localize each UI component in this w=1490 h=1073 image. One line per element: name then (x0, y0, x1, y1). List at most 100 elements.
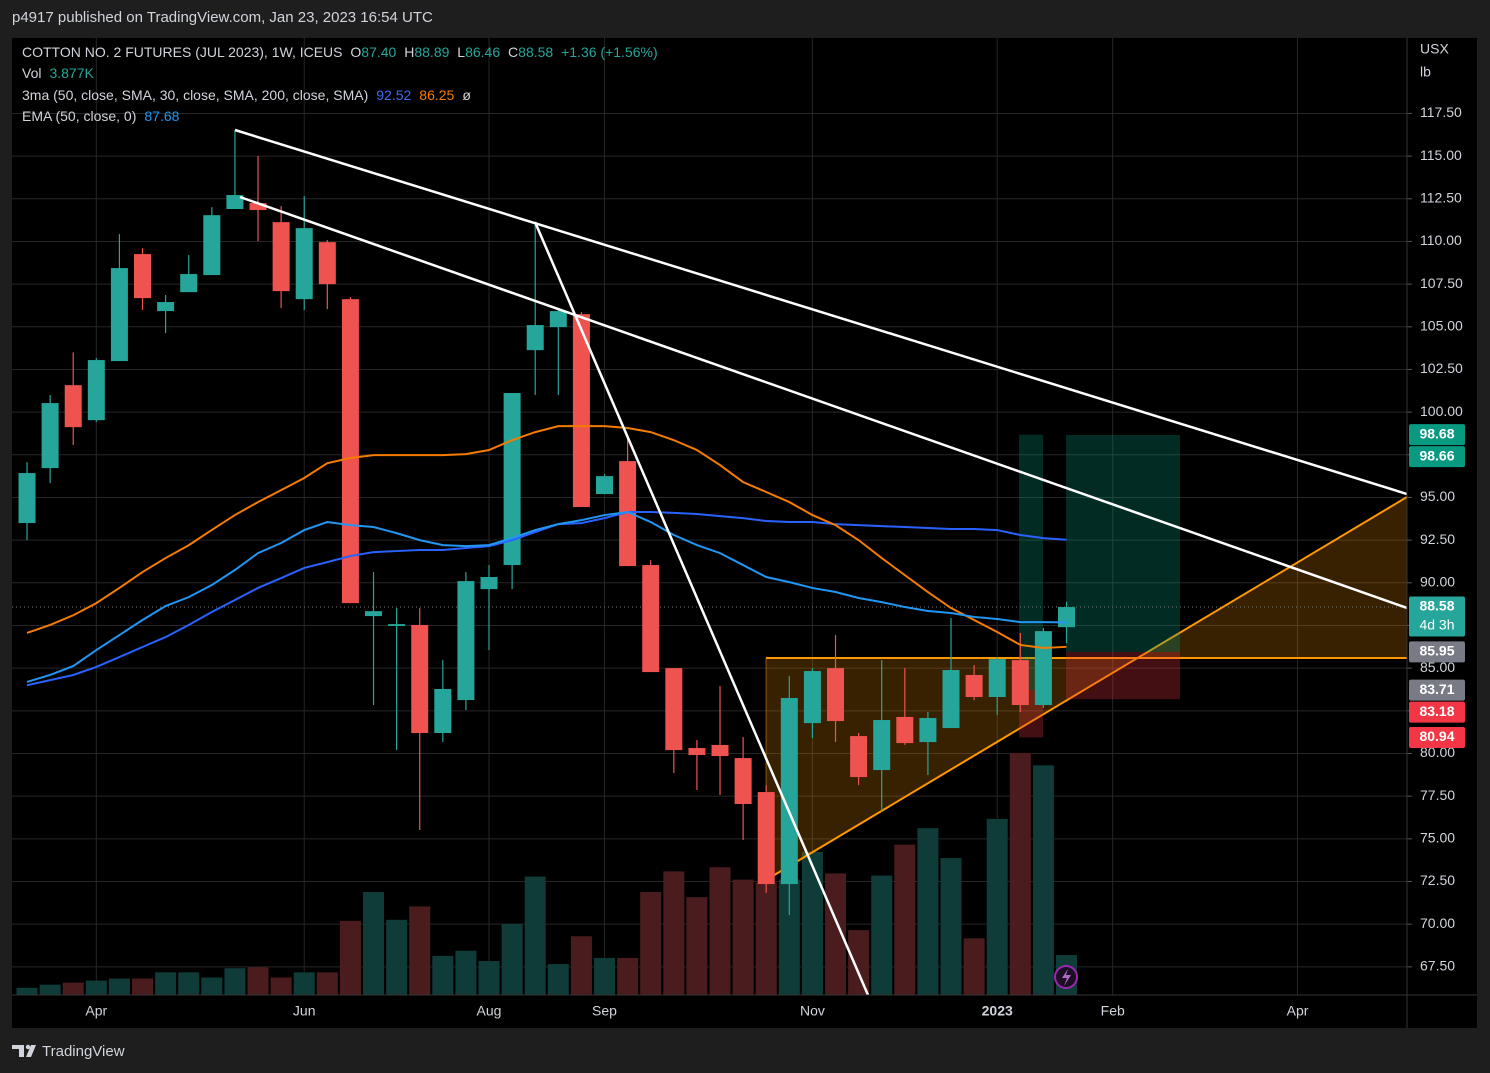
price-badge (1409, 596, 1465, 637)
volume-bar (778, 879, 800, 995)
candle-body (203, 215, 221, 276)
candle-body (503, 393, 521, 566)
y-tick-label: 117.50 (1420, 104, 1462, 120)
footer-logo (12, 1044, 36, 1057)
volume-bar (363, 892, 385, 995)
volume-bar (478, 961, 500, 995)
candle-body (180, 274, 198, 293)
candle-body (388, 624, 406, 626)
candle-body (873, 720, 891, 771)
ema-label: EMA (50, close, 0) (22, 108, 136, 124)
x-tick-label: Aug (477, 1003, 502, 1019)
price-badge (1409, 641, 1465, 663)
volume-bar (455, 950, 477, 995)
price-badge-label: 83.18 (1419, 703, 1454, 719)
volume-bar (570, 936, 592, 995)
axes: 67.5070.0072.5075.0077.5080.0082.5085.00… (85, 104, 1465, 1019)
y-tick-label: 72.50 (1420, 872, 1455, 888)
symbol: COTTON NO. 2 FUTURES (JUL 2023), 1W, ICE… (22, 44, 343, 60)
candle-body (642, 565, 660, 673)
x-tick-label: Feb (1101, 1003, 1125, 1019)
candle-body (850, 736, 868, 778)
candle-body (64, 385, 82, 428)
ma-value: 86.25 (419, 87, 454, 103)
candle-body (596, 476, 614, 495)
trendlines (234, 128, 1407, 995)
volume-bar (224, 968, 246, 995)
drawings (12, 434, 1407, 881)
volume-bar (178, 972, 200, 995)
candle-body (226, 195, 244, 210)
volume-bar (594, 957, 616, 995)
ohlc-key: L (457, 44, 465, 60)
candles (18, 130, 1076, 915)
volume-bar (848, 930, 870, 995)
trendline (239, 195, 1407, 610)
x-tick-label: 2023 (982, 1003, 1013, 1019)
candle-body (919, 717, 937, 743)
volume-bar (85, 980, 107, 995)
candle-body (318, 242, 336, 285)
candle-body (803, 671, 821, 724)
target-zone (1066, 435, 1180, 652)
volume-bar (339, 920, 361, 995)
volume-bar (825, 873, 847, 995)
volume-bar (155, 972, 177, 995)
volume-bar (409, 906, 431, 995)
indicator-line (26, 510, 1067, 683)
volume-bar (547, 964, 569, 995)
logo-dot (25, 1044, 31, 1050)
candle-body (272, 222, 290, 292)
ohlc-value: 86.46 (465, 44, 500, 60)
y-tick-label: 80.00 (1420, 744, 1455, 760)
volume-bar (686, 897, 708, 995)
y-tick-label: 102.50 (1420, 360, 1463, 376)
ohlc-value: 87.40 (361, 44, 396, 60)
volume-bar (871, 875, 893, 995)
volume-bar (270, 977, 292, 995)
candle-body (480, 577, 498, 590)
volume-bar (801, 851, 823, 995)
price-badge (1409, 726, 1465, 748)
legend-line: COTTON NO. 2 FUTURES (JUL 2023), 1W, ICE… (22, 44, 658, 60)
y-tick-label: 70.00 (1420, 915, 1455, 931)
unit: lb (1420, 64, 1431, 80)
x-tick-label: Apr (85, 1003, 107, 1019)
legend-line: 3ma (50, close, SMA, 30, close, SMA, 200… (22, 87, 471, 103)
volume-bar (755, 882, 777, 995)
footer-brand: TradingView (42, 1043, 125, 1060)
volume-bar (316, 972, 338, 995)
ma-value: 92.52 (376, 87, 411, 103)
volume-bar (16, 987, 38, 995)
volume-bar (1009, 752, 1031, 995)
y-tick-label: 67.50 (1420, 958, 1455, 974)
ma-value: ø (462, 87, 471, 103)
volume-bar (1032, 765, 1054, 995)
vol-label: Vol (22, 65, 41, 81)
candle-body (249, 203, 267, 211)
candle-body (780, 698, 798, 885)
price-badge-label: 88.58 (1419, 598, 1454, 614)
change: +1.36 (+1.56%) (561, 44, 658, 60)
x-tick-label: Nov (800, 1003, 825, 1019)
y-tick-label: 77.50 (1420, 787, 1455, 803)
candle-body (734, 758, 752, 805)
candle-body (572, 314, 590, 508)
y-tick-label: 85.00 (1420, 659, 1455, 675)
candle-body (549, 311, 567, 328)
volume-bar (894, 844, 916, 995)
candle-body (688, 748, 706, 756)
volume-bar (432, 955, 454, 995)
ohlc-value: 88.89 (414, 44, 449, 60)
ohlc-key: H (404, 44, 414, 60)
volume-bar (524, 876, 546, 995)
volume-bar (709, 867, 731, 995)
volume-bar (386, 919, 408, 995)
volume-bar (732, 879, 754, 995)
y-tick-label: 95.00 (1420, 488, 1455, 504)
candle-body (665, 668, 683, 751)
candle-body (1058, 607, 1076, 628)
ohlc-key: O (350, 44, 361, 60)
candle-body (1034, 631, 1052, 706)
